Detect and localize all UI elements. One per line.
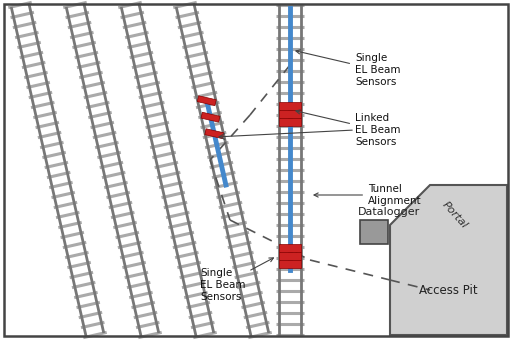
Polygon shape <box>201 112 220 122</box>
Bar <box>279 118 301 126</box>
Text: Single
EL Beam
Sensors: Single EL Beam Sensors <box>296 50 400 87</box>
Text: Single
EL Beam
Sensors: Single EL Beam Sensors <box>200 258 273 302</box>
Polygon shape <box>205 129 224 139</box>
Text: Portal: Portal <box>440 200 470 231</box>
Bar <box>279 102 301 110</box>
Bar <box>279 252 301 260</box>
Polygon shape <box>390 185 507 335</box>
Text: Datalogger: Datalogger <box>358 207 420 217</box>
Polygon shape <box>197 96 216 106</box>
Text: Tunnel
Alignment: Tunnel Alignment <box>314 184 421 206</box>
Text: Linked
EL Beam
Sensors: Linked EL Beam Sensors <box>296 110 400 147</box>
Bar <box>360 220 388 244</box>
Bar <box>279 244 301 252</box>
Bar <box>279 110 301 118</box>
Text: Access Pit: Access Pit <box>419 284 477 296</box>
Bar <box>279 260 301 268</box>
